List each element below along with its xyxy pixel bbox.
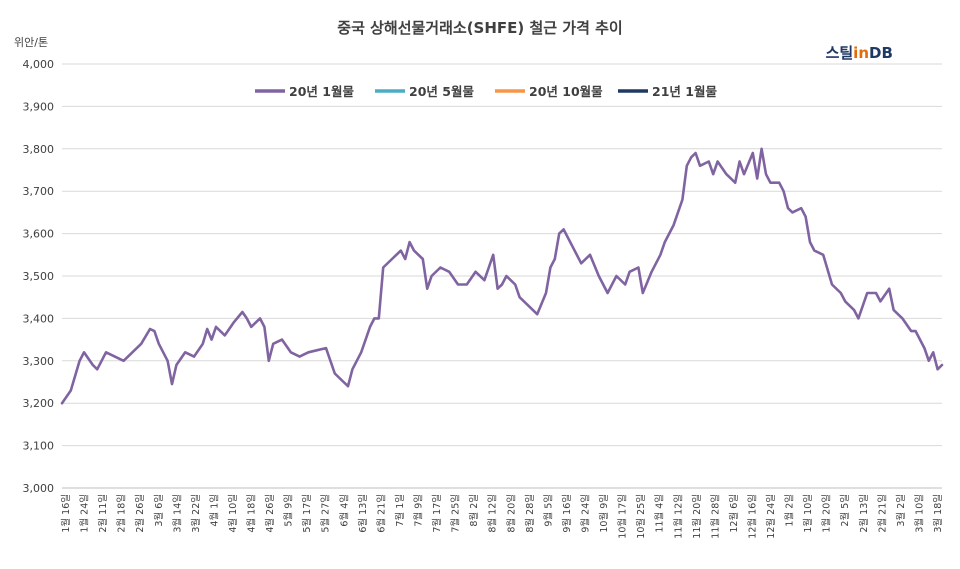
x-tick-label: 8월 2일 — [468, 494, 480, 527]
x-tick-label: 3월 10일 — [913, 494, 925, 533]
x-tick-label: 12월 16일 — [746, 494, 758, 539]
x-tick-label: 10월 9일 — [598, 494, 610, 533]
y-tick-label: 3,500 — [23, 270, 55, 283]
y-tick-label: 3,600 — [23, 228, 55, 241]
series-line — [60, 147, 944, 405]
x-tick-label: 3월 6일 — [153, 494, 165, 527]
x-axis-ticks: 1월 16일 1월 24일 2월 11일 2월 18일 2월 26일 3월 6일 3월 14… — [60, 494, 944, 539]
x-tick-label: 4월 10일 — [227, 494, 239, 533]
x-tick-label: 1월 2일 — [784, 494, 796, 527]
svg-text:DB: DB — [869, 44, 893, 62]
logo-part1: 스틸 — [826, 44, 854, 62]
x-tick-label: 1월 24일 — [79, 494, 91, 533]
legend-label: 20년 1월물 — [289, 84, 354, 99]
x-tick-label: 2월 26일 — [134, 494, 146, 533]
x-tick-label: 3월 22일 — [190, 494, 202, 533]
x-tick-label: 11월 28일 — [709, 494, 721, 539]
y-tick-label: 3,900 — [23, 100, 55, 113]
x-tick-label: 7월 17일 — [431, 494, 443, 533]
x-tick-label: 7월 1일 — [394, 494, 406, 527]
x-tick-label: 10월 25일 — [635, 494, 647, 539]
x-tick-label: 3월 18일 — [932, 494, 944, 533]
legend-label: 20년 5월물 — [409, 84, 474, 99]
logo-part2: in — [853, 44, 869, 62]
x-tick-label: 5월 27일 — [320, 494, 332, 533]
x-tick-label: 3월 2일 — [895, 494, 907, 527]
x-tick-label: 2월 11일 — [97, 494, 109, 533]
x-tick-label: 8월 20일 — [505, 494, 517, 533]
grid-lines — [62, 63, 942, 489]
y-tick-label: 3,400 — [23, 312, 55, 325]
x-tick-label: 12월 6일 — [728, 494, 740, 533]
x-tick-label: 4월 1일 — [208, 494, 220, 527]
x-tick-label: 2월 21일 — [876, 494, 888, 533]
x-tick-label: 2월 13일 — [858, 494, 870, 533]
x-tick-label: 9월 16일 — [561, 494, 573, 533]
y-tick-label: 4,000 — [23, 58, 55, 71]
y-tick-label: 3,000 — [23, 482, 55, 495]
x-tick-label: 1월 16일 — [60, 494, 72, 533]
x-tick-label: 5월 9일 — [283, 494, 295, 527]
x-tick-label: 9월 5일 — [542, 494, 554, 527]
x-tick-label: 10월 17일 — [617, 494, 629, 539]
y-tick-label: 3,100 — [23, 440, 55, 453]
logo-part3: DB — [869, 44, 893, 62]
series-lines — [60, 147, 944, 405]
x-tick-label: 1월 20일 — [821, 494, 833, 533]
y-axis-ticks: 3,000 3,100 3,200 3,300 3,400 3,500 3,600 3,700… — [23, 58, 55, 495]
y-tick-label: 3,200 — [23, 397, 55, 410]
y-tick-label: 3,700 — [23, 185, 55, 198]
y-axis-unit: 위안/톤 — [14, 36, 48, 49]
x-tick-label: 5월 17일 — [301, 494, 313, 533]
x-tick-label: 7월 9일 — [413, 494, 425, 527]
x-tick-label: 2월 5일 — [839, 494, 851, 527]
x-tick-label: 1월 10일 — [802, 494, 814, 533]
x-tick-label: 2월 18일 — [116, 494, 128, 533]
legend-label: 20년 10월물 — [529, 84, 603, 99]
x-tick-label: 8월 28일 — [524, 494, 536, 533]
chart-title: 중국 상해선물거래소(SHFE) 철근 가격 추이 — [337, 19, 622, 37]
x-tick-label: 12월 24일 — [765, 494, 777, 539]
y-tick-label: 3,300 — [23, 355, 55, 368]
x-tick-label: 11월 4일 — [654, 494, 666, 533]
x-tick-label: 6월 21일 — [375, 494, 387, 533]
x-tick-label: 8월 12일 — [487, 494, 499, 533]
x-tick-label: 7월 25일 — [450, 494, 462, 533]
x-tick-label: 9월 24일 — [579, 494, 591, 533]
x-tick-label: 11월 20일 — [691, 494, 703, 539]
svg-text:스틸in: 스틸in — [826, 44, 869, 62]
x-tick-label: 4월 18일 — [246, 494, 258, 533]
x-tick-label: 4월 26일 — [264, 494, 276, 533]
x-tick-label: 11월 12일 — [672, 494, 684, 539]
y-tick-label: 3,800 — [23, 143, 55, 156]
x-tick-label: 6월 13일 — [357, 494, 369, 533]
logo: 스틸in DB — [826, 44, 893, 62]
legend: 20년 1월물 20년 5월물 20년 10월물 21년 1월물 — [255, 84, 717, 99]
x-tick-label: 3월 14일 — [171, 494, 183, 533]
legend-label: 21년 1월물 — [652, 84, 717, 99]
x-tick-label: 6월 4일 — [338, 494, 350, 527]
